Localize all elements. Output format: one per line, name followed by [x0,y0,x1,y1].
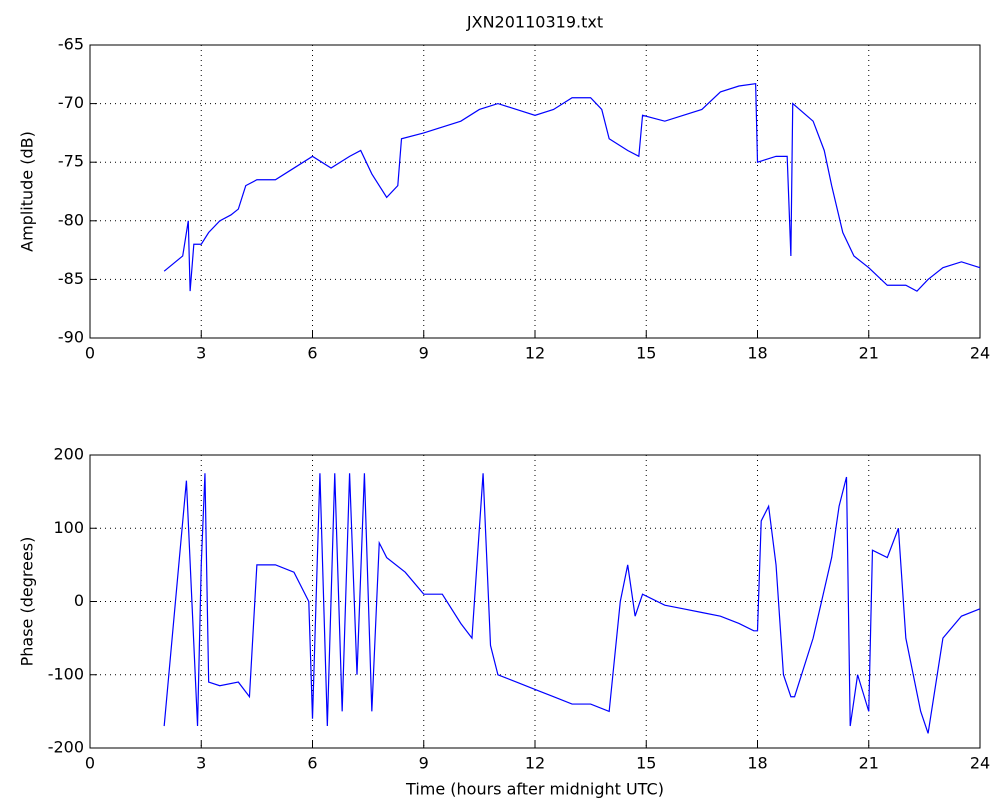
y-tick-label: -200 [48,738,84,757]
x-tick-label: 15 [636,754,656,773]
y-tick-label: -90 [58,328,84,347]
plot-frame [89,44,981,339]
x-tick-label: 6 [307,754,317,773]
data-line [163,473,981,734]
x-tick-label: 12 [525,754,545,773]
chart-title: JXN20110319.txt [466,13,603,32]
y-tick-label: 200 [53,445,84,464]
x-tick-label: 0 [85,754,95,773]
x-tick-label: 18 [747,344,767,363]
y-axis-label: Amplitude (dB) [18,131,37,252]
x-tick-label: 0 [85,344,95,363]
x-tick-label: 24 [970,344,990,363]
data-line [163,82,981,292]
x-tick-label: 15 [636,344,656,363]
y-tick-label: -65 [58,35,84,54]
x-axis-label: Time (hours after midnight UTC) [405,780,664,799]
x-tick-label: 9 [419,344,429,363]
x-tick-label: 18 [747,754,767,773]
x-tick-label: 21 [859,754,879,773]
x-tick-label: 3 [196,344,206,363]
y-tick-label: 100 [53,518,84,537]
y-tick-label: -100 [48,664,84,683]
x-tick-label: 9 [419,754,429,773]
x-tick-label: 3 [196,754,206,773]
y-axis-label: Phase (degrees) [18,537,37,667]
y-tick-label: 0 [74,591,84,610]
x-tick-label: 24 [970,754,990,773]
y-tick-label: -75 [58,152,84,171]
x-tick-label: 6 [307,344,317,363]
y-tick-label: -85 [58,269,84,288]
x-tick-label: 21 [859,344,879,363]
plot-frame [89,454,981,749]
x-tick-label: 12 [525,344,545,363]
y-tick-label: -80 [58,210,84,229]
y-tick-label: -70 [58,93,84,112]
